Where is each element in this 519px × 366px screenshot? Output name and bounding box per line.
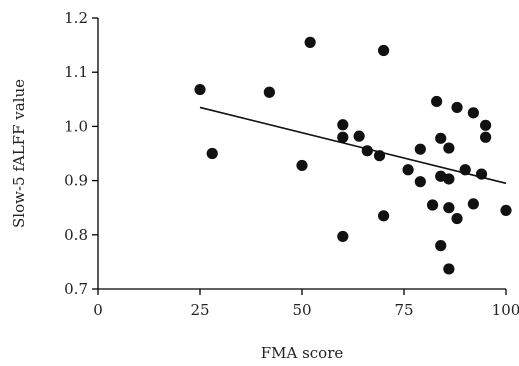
data-point <box>443 142 455 154</box>
data-point <box>443 263 455 275</box>
data-point <box>206 147 218 160</box>
data-point <box>414 143 426 155</box>
data-point <box>263 86 275 98</box>
data-point <box>378 44 390 57</box>
data-point <box>304 36 316 48</box>
data-point <box>337 119 349 131</box>
data-point <box>414 176 426 188</box>
y-axis-title: Slow-5 fALFF value <box>10 79 28 228</box>
data-point <box>443 202 455 214</box>
data-point <box>435 240 447 252</box>
trendline <box>199 106 507 185</box>
y-tick-label: 0.7 <box>64 280 88 298</box>
data-point <box>467 198 479 210</box>
axis-ticks: 0 25 50 75 100 0.7 0.8 0.9 1.0 1.1 1.2 <box>64 9 519 319</box>
data-point <box>361 145 373 157</box>
data-point <box>459 164 471 176</box>
data-point <box>373 150 386 162</box>
y-tick-label: 1.2 <box>64 9 88 27</box>
y-tick-label: 1.0 <box>64 117 88 135</box>
data-point <box>467 107 479 119</box>
data-point <box>451 101 463 114</box>
data-point <box>402 164 414 176</box>
data-point <box>296 159 308 172</box>
data-point <box>500 204 512 217</box>
data-point <box>194 83 206 96</box>
x-tick-label: 100 <box>492 301 519 319</box>
data-point <box>426 199 439 211</box>
data-point <box>378 210 390 222</box>
y-tick-label: 0.8 <box>64 226 88 244</box>
data-point <box>431 95 443 108</box>
data-point <box>480 119 492 131</box>
x-tick-label: 50 <box>292 301 311 319</box>
y-tick-label: 1.1 <box>64 63 88 81</box>
data-points <box>194 36 512 275</box>
data-point <box>337 230 349 243</box>
trendline-layer <box>199 106 507 185</box>
data-point <box>480 131 492 143</box>
data-point <box>353 130 365 142</box>
data-point <box>475 168 488 180</box>
x-tick-label: 25 <box>190 301 209 319</box>
data-point <box>451 212 463 225</box>
x-tick-label: 0 <box>93 301 103 319</box>
y-tick-label: 0.9 <box>64 172 88 190</box>
x-tick-label: 75 <box>394 301 413 319</box>
data-point <box>337 131 349 143</box>
data-point <box>435 132 447 144</box>
x-axis-title: FMA score <box>261 344 344 362</box>
data-point <box>443 173 455 185</box>
